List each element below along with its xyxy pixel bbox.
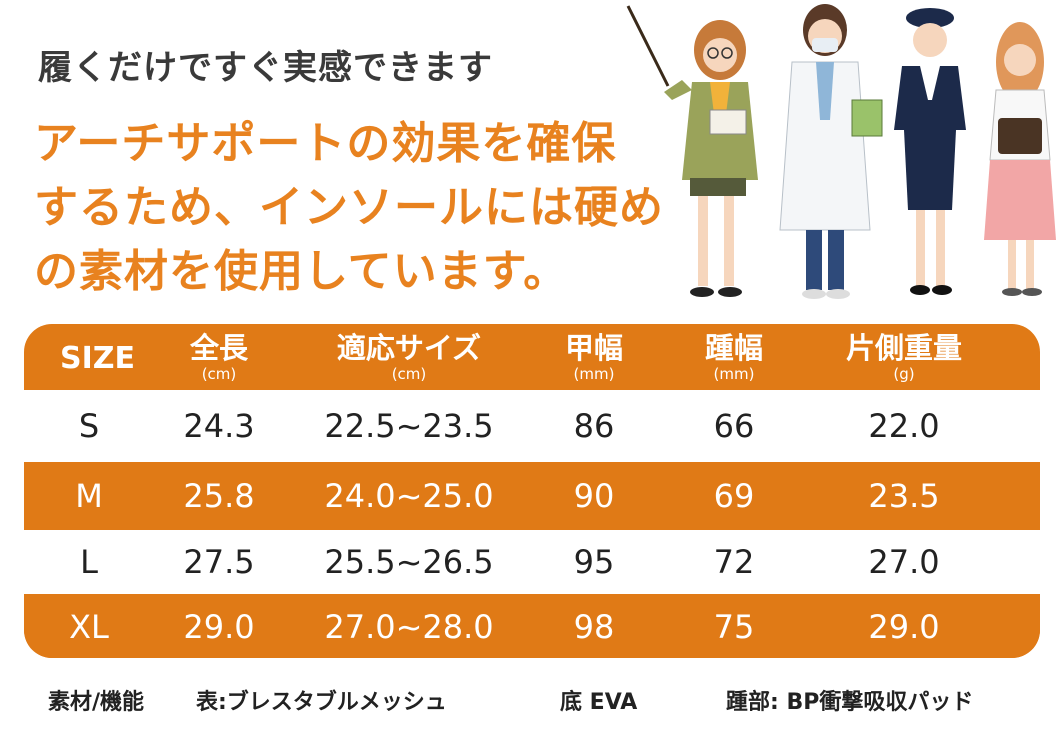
cell-length: 27.5	[183, 543, 255, 581]
cell-length: 24.3	[183, 407, 255, 445]
header-heel-width-label: 踵幅	[704, 331, 763, 365]
header-length-unit: (cm)	[201, 365, 237, 383]
header-fit-size-unit: (cm)	[391, 365, 427, 383]
cell-size: L	[80, 543, 98, 581]
table-row-m: M 25.8 24.0~25.0 90 69 23.5	[24, 464, 1040, 528]
header-fit-size-label: 適応サイズ	[336, 331, 482, 365]
office-woman-figure	[984, 22, 1056, 296]
table-row-xl: XL 29.0 27.0~28.0 98 75 29.0	[24, 596, 1040, 658]
cell-size: M	[75, 477, 103, 515]
subheading: 履くだけですぐ実感できます	[38, 48, 493, 88]
header-weight-unit: (g)	[893, 365, 915, 383]
header-size: SIZE	[60, 341, 136, 376]
material-label: 素材/機能	[48, 690, 145, 715]
material-top: 表:ブレスタブルメッシュ	[196, 690, 447, 715]
cell-length: 29.0	[183, 608, 255, 646]
header-heel-width: 踵幅 (mm)	[684, 324, 784, 382]
cell-instep-width: 95	[573, 543, 615, 581]
table-header: SIZE 全長 (cm) 適応サイズ (cm) 甲幅 (mm) 踵幅 (mm) …	[24, 324, 1040, 388]
header-instep-width-label: 甲幅	[564, 331, 623, 365]
header-weight: 片側重量 (g)	[824, 324, 984, 382]
table-row-s: S 24.3 22.5~23.5 86 66 22.0	[24, 390, 1040, 462]
professionals-illustration	[626, 4, 1056, 299]
cell-weight: 22.0	[868, 407, 940, 445]
attendant-figure	[894, 8, 966, 295]
cell-heel-width: 66	[713, 407, 755, 445]
header-weight-label: 片側重量	[845, 331, 962, 365]
cell-weight: 27.0	[868, 543, 940, 581]
cell-fit-size: 27.0~28.0	[324, 608, 494, 646]
header-instep-width-unit: (mm)	[573, 365, 615, 383]
material-sole: 底 EVA	[560, 690, 638, 715]
headline-line-1: アーチサポートの効果を確保	[34, 118, 617, 169]
headline-line-2: するため、インソールには硬め	[34, 182, 664, 233]
cell-instep-width: 98	[573, 608, 615, 646]
header-length-label: 全長	[189, 331, 248, 365]
cell-size: XL	[69, 608, 109, 646]
header-fit-size: 適応サイズ (cm)	[304, 324, 514, 382]
cell-size: S	[78, 407, 100, 445]
header-length: 全長 (cm)	[164, 324, 274, 382]
cell-heel-width: 75	[713, 608, 755, 646]
headline-line-3: の素材を使用しています。	[34, 246, 569, 297]
cell-heel-width: 69	[713, 477, 755, 515]
size-table: SIZE 全長 (cm) 適応サイズ (cm) 甲幅 (mm) 踵幅 (mm) …	[24, 324, 1040, 658]
doctor-figure	[779, 4, 883, 299]
cell-fit-size: 22.5~23.5	[324, 407, 494, 445]
cell-weight: 29.0	[868, 608, 940, 646]
header-instep-width: 甲幅 (mm)	[544, 324, 644, 382]
teacher-figure	[626, 5, 758, 297]
table-row-l: L 27.5 25.5~26.5 95 72 27.0	[24, 530, 1040, 594]
cell-length: 25.8	[183, 477, 255, 515]
cell-fit-size: 24.0~25.0	[324, 477, 494, 515]
cell-instep-width: 86	[573, 407, 615, 445]
cell-fit-size: 25.5~26.5	[324, 543, 494, 581]
headline: アーチサポートの効果を確保 するため、インソールには硬め の素材を使用しています…	[34, 112, 694, 304]
cell-weight: 23.5	[868, 477, 940, 515]
material-footer: 素材/機能 表:ブレスタブルメッシュ 底 EVA 踵部: BP衝撃吸収パッド	[0, 684, 1064, 724]
material-heel: 踵部: BP衝撃吸収パッド	[726, 690, 974, 715]
cell-heel-width: 72	[713, 543, 755, 581]
header-heel-width-unit: (mm)	[713, 365, 755, 383]
cell-instep-width: 90	[573, 477, 615, 515]
